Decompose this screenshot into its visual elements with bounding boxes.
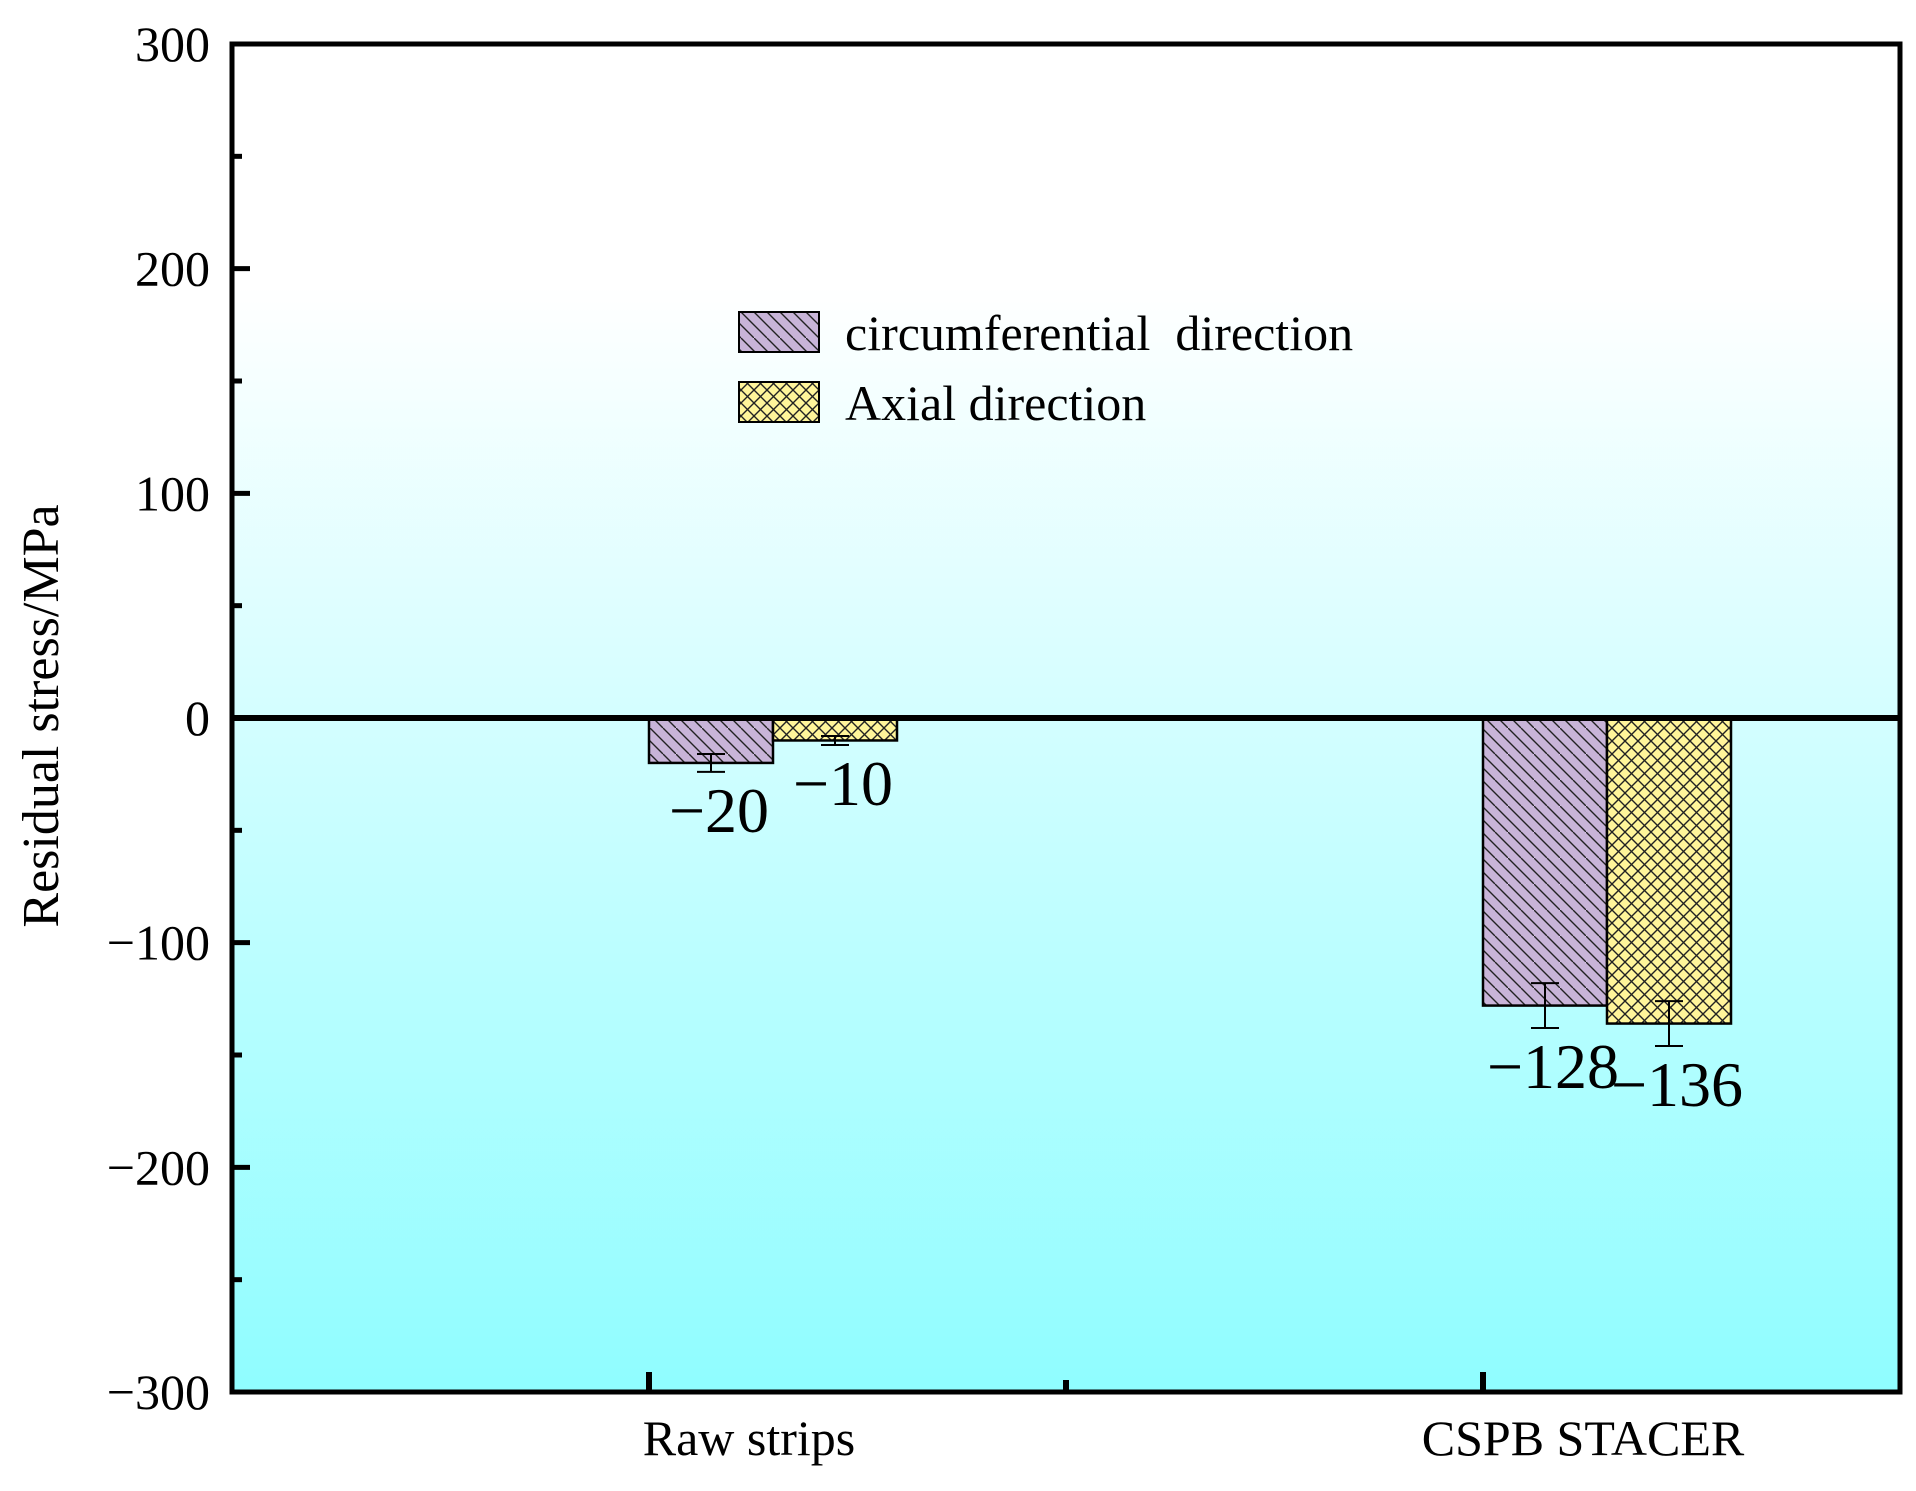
bar [1481, 716, 1609, 1007]
legend-label-circumferential: circumferential direction [845, 305, 1353, 361]
error-bar [1531, 982, 1559, 1030]
y-tick-label: 200 [135, 241, 210, 297]
y-tick-label: 100 [135, 465, 210, 521]
y-tick-label: −200 [107, 1139, 210, 1195]
y-axis-label: Residual stress/MPa [13, 504, 70, 927]
legend-swatch-axial [738, 381, 820, 423]
x-tick-label: Raw strips [643, 1410, 856, 1466]
data-label: −128 [1487, 1031, 1619, 1102]
data-labels-group: −20 −10 −128−136 [669, 748, 1743, 1120]
x-axis-ticks: Raw strips CSPB STACER [643, 1372, 1745, 1466]
error-bar [1655, 1000, 1683, 1048]
y-tick-label: −300 [107, 1364, 210, 1420]
x-tick-label: CSPB STACER [1422, 1410, 1745, 1466]
y-tick-label: −100 [107, 915, 210, 971]
y-axis-ticks: 300 200 100 0 −100 −200 −300 [107, 16, 250, 1420]
data-label: −136 [1611, 1049, 1743, 1120]
bar [1605, 716, 1733, 1025]
bars-group [647, 716, 1733, 1025]
y-tick-label: 300 [135, 16, 210, 72]
error-bar [697, 752, 725, 773]
legend-label-axial: Axial direction [845, 375, 1146, 431]
legend: circumferential direction Axial directio… [738, 305, 1353, 431]
error-bars-group [697, 734, 1683, 1048]
error-bar [821, 734, 849, 746]
data-label: −20 [669, 775, 769, 846]
legend-swatch-circumferential [738, 311, 820, 353]
y-tick-label: 0 [185, 690, 210, 746]
data-label: −10 [793, 748, 893, 819]
